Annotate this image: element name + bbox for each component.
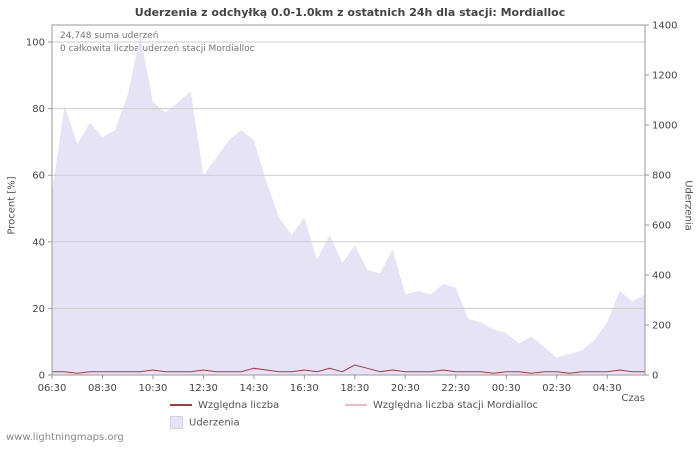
svg-text:10:30: 10:30 xyxy=(139,383,168,394)
svg-text:08:30: 08:30 xyxy=(88,383,117,394)
left-axis-label: Procent [%] xyxy=(6,176,18,235)
svg-text:00:30: 00:30 xyxy=(492,383,521,394)
svg-text:12:30: 12:30 xyxy=(189,383,218,394)
svg-text:06:30: 06:30 xyxy=(38,383,67,394)
right-axis-label: Uderzenia xyxy=(682,180,694,231)
svg-text:14:30: 14:30 xyxy=(239,383,268,394)
svg-text:60: 60 xyxy=(32,171,45,182)
svg-text:80: 80 xyxy=(32,104,45,115)
legend-swatch-station-line xyxy=(345,404,367,406)
x-axis-label: Czas xyxy=(621,393,645,404)
svg-text:20:30: 20:30 xyxy=(391,383,420,394)
legend-item-relative: Względna liczba xyxy=(170,399,279,413)
legend-label-strikes: Uderzenia xyxy=(189,417,240,429)
legend-label-station: Względna liczba stacji Mordialloc xyxy=(373,400,538,411)
legend-item-strikes: Uderzenia xyxy=(170,416,240,430)
svg-text:200: 200 xyxy=(652,321,671,332)
svg-text:40: 40 xyxy=(32,237,45,248)
svg-text:20: 20 xyxy=(32,304,45,315)
svg-text:600: 600 xyxy=(652,221,671,232)
svg-text:800: 800 xyxy=(652,171,671,182)
svg-text:02:30: 02:30 xyxy=(542,383,571,394)
svg-text:1200: 1200 xyxy=(652,71,677,82)
annotation-station: 0 całkowita liczba uderzeń stacji Mordia… xyxy=(60,44,255,54)
svg-text:18:30: 18:30 xyxy=(340,383,369,394)
chart-title: Uderzenia z odchyłką 0.0-1.0km z ostatni… xyxy=(134,6,566,19)
legend-item-station: Względna liczba stacji Mordialloc xyxy=(345,399,538,413)
legend-swatch-relative-line xyxy=(170,404,192,406)
watermark-link[interactable]: www.lightningmaps.org xyxy=(6,432,124,443)
svg-text:22:30: 22:30 xyxy=(441,383,470,394)
svg-text:16:30: 16:30 xyxy=(290,383,319,394)
svg-text:100: 100 xyxy=(26,38,45,49)
svg-text:0: 0 xyxy=(39,371,45,382)
svg-text:400: 400 xyxy=(652,271,671,282)
legend-label-relative: Względna liczba xyxy=(198,400,280,411)
annotation-sum: 24,748 suma uderzeń xyxy=(60,31,159,41)
svg-text:04:30: 04:30 xyxy=(593,383,622,394)
svg-text:0: 0 xyxy=(652,371,658,382)
legend-swatch-strikes-area xyxy=(170,416,183,429)
svg-text:1000: 1000 xyxy=(652,121,677,132)
svg-text:1400: 1400 xyxy=(652,21,677,32)
